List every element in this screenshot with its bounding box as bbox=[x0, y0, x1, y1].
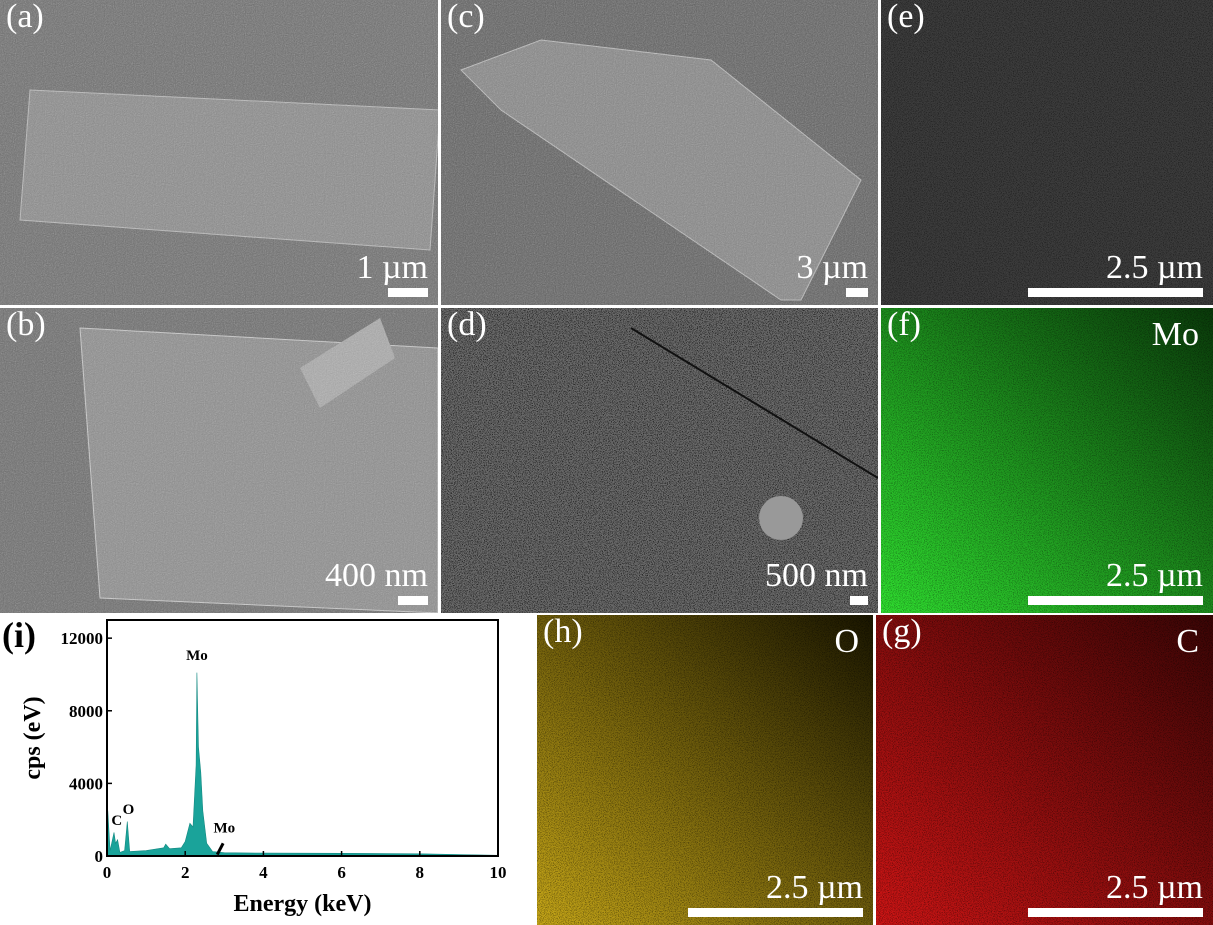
y-axis-label: cps (eV) bbox=[20, 696, 46, 779]
panel-g-c-map: (g) C 2.5 µm bbox=[876, 615, 1213, 925]
eds-spectrum-chart: 0 2 4 6 8 10 0 4000 8000 12000 Energy (keV) cps (eV… bbox=[2, 615, 507, 917]
panel-label: (d) bbox=[447, 308, 487, 343]
plot-frame bbox=[106, 619, 499, 857]
sem-image bbox=[441, 0, 878, 305]
scale-bar: 2.5 µm bbox=[688, 871, 863, 917]
sem-image bbox=[441, 308, 878, 613]
scale-text: 3 µm bbox=[796, 249, 868, 286]
scale-bar: 2.5 µm bbox=[1028, 559, 1203, 605]
element-label: Mo bbox=[1151, 316, 1199, 353]
y-tick-label: 12000 bbox=[61, 629, 104, 648]
y-tick-label: 8000 bbox=[69, 702, 103, 721]
x-tick-label: 8 bbox=[416, 863, 425, 882]
peak-label: Mo bbox=[213, 820, 235, 836]
peak-label: O bbox=[123, 802, 135, 818]
scale-text: 1 µm bbox=[356, 249, 428, 286]
scale-bar: 2.5 µm bbox=[1028, 251, 1203, 297]
y-tick-label: 0 bbox=[95, 847, 104, 866]
x-tick-label: 4 bbox=[259, 863, 268, 882]
scale-text: 2.5 µm bbox=[1105, 557, 1203, 594]
scale-bar: 400 nm bbox=[325, 559, 428, 605]
scale-text: 500 nm bbox=[765, 557, 868, 594]
panel-label: (h) bbox=[543, 615, 583, 650]
scale-bar: 1 µm bbox=[356, 251, 428, 297]
arrow-icon bbox=[215, 842, 225, 856]
scale-bar: 3 µm bbox=[796, 251, 868, 297]
panel-e-sem-image: (e) 2.5 µm bbox=[881, 0, 1213, 305]
eds-map bbox=[881, 308, 1213, 613]
panel-label: (c) bbox=[447, 0, 485, 35]
eds-map bbox=[876, 615, 1213, 925]
panel-label: (b) bbox=[6, 308, 46, 343]
panel-label: (a) bbox=[6, 0, 44, 35]
element-label: C bbox=[1176, 623, 1199, 660]
panel-h-o-map: (h) O 2.5 µm bbox=[537, 615, 873, 925]
x-tick-label: 10 bbox=[490, 863, 507, 882]
y-tick-label: 4000 bbox=[69, 774, 103, 793]
scale-text: 2.5 µm bbox=[1105, 249, 1203, 286]
panel-d-sem-image: (d) 500 nm bbox=[441, 308, 878, 613]
sem-image bbox=[0, 308, 438, 613]
panel-c-sem-image: (c) 3 µm bbox=[441, 0, 878, 305]
x-tick-label: 2 bbox=[181, 863, 190, 882]
element-label: O bbox=[834, 623, 859, 660]
x-axis-label: Energy (keV) bbox=[234, 891, 372, 917]
spectrum-area bbox=[106, 672, 499, 857]
eds-map bbox=[537, 615, 873, 925]
peak-label: Mo bbox=[186, 648, 208, 664]
panel-b-sem-image: (b) 400 nm bbox=[0, 308, 438, 613]
scale-text: 2.5 µm bbox=[765, 869, 863, 906]
x-tick-label: 0 bbox=[103, 863, 112, 882]
sem-image bbox=[881, 0, 1213, 305]
panel-a-sem-image: (a) 1 µm bbox=[0, 0, 438, 305]
scale-bar: 2.5 µm bbox=[1028, 871, 1203, 917]
peak-label: C bbox=[111, 813, 122, 829]
panel-label: (g) bbox=[882, 615, 922, 650]
scale-text: 400 nm bbox=[325, 557, 428, 594]
panel-f-mo-map: (f) Mo 2.5 µm bbox=[881, 308, 1213, 613]
panel-label: (f) bbox=[887, 308, 921, 343]
sem-image bbox=[0, 0, 438, 305]
panel-label: (e) bbox=[887, 0, 925, 35]
x-tick-label: 6 bbox=[337, 863, 346, 882]
scale-bar: 500 nm bbox=[765, 559, 868, 605]
panel-label: (i) bbox=[2, 615, 36, 655]
scale-text: 2.5 µm bbox=[1105, 869, 1203, 906]
